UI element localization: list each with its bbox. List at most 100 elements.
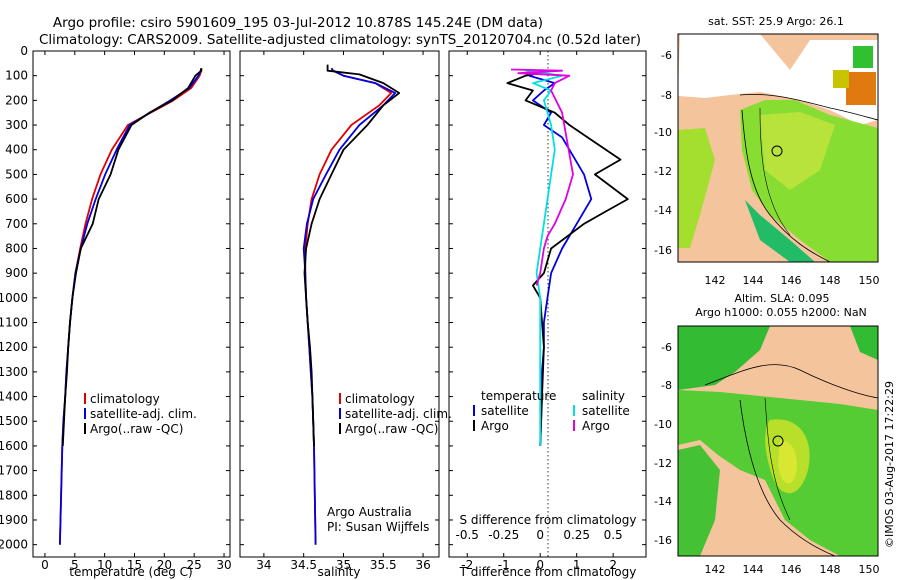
sla-lon-ticks: 142 144 146 148 150 bbox=[705, 563, 880, 576]
salinity-annotation-line1: Argo Australia bbox=[327, 505, 412, 519]
depth-tick-label: 2000 bbox=[0, 538, 28, 552]
imos-timestamp: ©IMOS 03-Aug-2017 17:22:29 bbox=[883, 381, 896, 548]
sla-lat-tick: -10 bbox=[654, 418, 672, 431]
x-tick-label: 20 bbox=[157, 558, 172, 572]
depth-tick-label: 100 bbox=[5, 69, 28, 83]
legend-label-temp-argo: Argo bbox=[481, 419, 509, 433]
depth-tick-label: 1700 bbox=[0, 464, 28, 478]
temperature-x-ticks: 0 5 10 15 20 25 30 bbox=[41, 51, 232, 572]
sst-gulf-cool bbox=[745, 200, 815, 262]
series-line-salinity-argo bbox=[510, 68, 574, 286]
depth-tick-label: 1600 bbox=[0, 439, 28, 453]
sst-lat-tick: -8 bbox=[661, 89, 672, 102]
x-tick-label: 10 bbox=[97, 558, 112, 572]
salinity-series bbox=[302, 64, 401, 545]
sla-argo-location bbox=[772, 435, 784, 447]
sla-lon-tick: 148 bbox=[820, 563, 841, 576]
legend-label-sal-argo: Argo bbox=[582, 419, 610, 433]
series-line-climatology bbox=[59, 68, 203, 545]
legend-label-climatology: climatology bbox=[345, 392, 415, 406]
sst-warm-patch-2 bbox=[833, 70, 849, 88]
x-tick-label: 2 bbox=[609, 558, 617, 572]
sst-ocean-north-white bbox=[678, 34, 878, 125]
depth-tick-label: 200 bbox=[5, 93, 28, 107]
depth-tick-label: 1500 bbox=[0, 414, 28, 428]
sla-map-frame bbox=[677, 325, 879, 557]
sla-map-title-line2: Argo h1000: 0.055 h2000: NaN bbox=[695, 306, 867, 319]
sst-lon-tick: 150 bbox=[859, 274, 880, 287]
s-tick-label: 0.5 bbox=[604, 528, 623, 542]
salinity-x-ticks: 34 34.5 35 35.5 36 bbox=[256, 51, 431, 572]
depth-tick-label: 1000 bbox=[0, 291, 28, 305]
x-tick-label: 34.5 bbox=[290, 558, 317, 572]
sla-north-ocean bbox=[678, 326, 770, 390]
x-tick-label: 35 bbox=[336, 558, 351, 572]
legend-title-temperature: temperature bbox=[481, 389, 556, 403]
sst-lat-tick: -6 bbox=[661, 49, 672, 62]
legend-title-salinity: salinity bbox=[582, 389, 625, 403]
sla-lat-tick: -14 bbox=[654, 495, 672, 508]
x-tick-label: -2 bbox=[461, 558, 473, 572]
depth-tick-label: 0 bbox=[20, 44, 28, 58]
sst-green-patch bbox=[853, 46, 873, 68]
sst-lon-tick: 148 bbox=[820, 274, 841, 287]
legend-label-temp-satellite: satellite bbox=[481, 404, 529, 418]
x-tick-label: 0 bbox=[41, 558, 49, 572]
s-tick-label: -0.5 bbox=[456, 528, 479, 542]
sla-shelf-contour bbox=[764, 397, 791, 521]
sst-qld-coast bbox=[741, 109, 831, 262]
temperature-legend: climatology satellite-adj. clim. Argo(..… bbox=[84, 392, 197, 436]
sla-lon-tick: 144 bbox=[743, 563, 764, 576]
series-line-argo-raw-qc- bbox=[61, 68, 203, 446]
sla-west-ocean bbox=[678, 445, 720, 556]
depth-tick-label: 1400 bbox=[0, 390, 28, 404]
sst-lat-ticks: -6 -8 -10 -12 -14 -16 bbox=[654, 49, 672, 257]
series-line-temperature-argo bbox=[506, 69, 629, 446]
x-tick-label: 5 bbox=[71, 558, 79, 572]
series-line-argo-raw-qc- bbox=[303, 64, 401, 446]
x-tick-label: 34 bbox=[256, 558, 271, 572]
sla-lon-tick: 142 bbox=[705, 563, 726, 576]
s-tick-label: -0.25 bbox=[488, 528, 519, 542]
x-tick-label: 36 bbox=[415, 558, 430, 572]
sla-lat-ticks: -6 -8 -10 -12 -14 -16 bbox=[654, 341, 672, 547]
difference-legend: temperature satellite Argo salinity sate… bbox=[473, 389, 630, 433]
legend-label-argo: Argo(..raw -QC) bbox=[345, 422, 438, 436]
legend-label-satellite: satellite-adj. clim. bbox=[90, 407, 197, 421]
depth-tick-label: 800 bbox=[5, 241, 28, 255]
s-tick-label: 0 bbox=[536, 528, 544, 542]
sst-lon-tick: 144 bbox=[743, 274, 764, 287]
legend-label-climatology: climatology bbox=[90, 392, 160, 406]
depth-tick-label: 300 bbox=[5, 118, 28, 132]
sla-lat-tick: -8 bbox=[661, 379, 672, 392]
legend-label-argo: Argo(..raw -QC) bbox=[90, 422, 183, 436]
sst-gulf-warm bbox=[760, 112, 835, 190]
sla-papua-coast bbox=[704, 364, 878, 399]
sst-lat-tick: -12 bbox=[654, 165, 672, 178]
sla-lat-tick: -6 bbox=[661, 341, 672, 354]
x-tick-label: 30 bbox=[216, 558, 231, 572]
sst-map-frame bbox=[677, 33, 879, 263]
depth-tick-label: 1800 bbox=[0, 488, 28, 502]
sla-lat-tick: -12 bbox=[654, 457, 672, 470]
sst-map-title: sat. SST: 25.9 Argo: 26.1 bbox=[708, 15, 844, 28]
sst-lat-tick: -10 bbox=[654, 126, 672, 139]
salinity-annotation-line2: PI: Susan Wijffels bbox=[327, 520, 429, 534]
sst-argo-location bbox=[771, 145, 783, 157]
depth-tick-label: 1900 bbox=[0, 513, 28, 527]
temperature-plot-frame bbox=[32, 50, 231, 558]
sst-lon-tick: 142 bbox=[705, 274, 726, 287]
figure-title-line1: Argo profile: csiro 5901609_195 03-Jul-2… bbox=[53, 15, 543, 31]
s-tick-label: 0.25 bbox=[563, 528, 590, 542]
x-tick-label: -1 bbox=[498, 558, 510, 572]
x-tick-label: 25 bbox=[187, 558, 202, 572]
sla-map-title-line1: Altim. SLA: 0.095 bbox=[734, 292, 829, 305]
depth-axis: 0 100 200 300 400 500 600 700 800 900 1000 1100 1200… bbox=[0, 44, 646, 552]
salinity-legend: climatology satellite-adj. clim. Argo(..… bbox=[339, 392, 452, 436]
depth-tick-label: 1200 bbox=[0, 340, 28, 354]
salinity-plot-frame bbox=[239, 50, 440, 558]
difference-x-ticks: -2 -1 0 1 2 bbox=[461, 51, 617, 572]
difference-series bbox=[506, 68, 629, 446]
depth-tick-label: 700 bbox=[5, 217, 28, 231]
depth-tick-label: 1100 bbox=[0, 316, 28, 330]
